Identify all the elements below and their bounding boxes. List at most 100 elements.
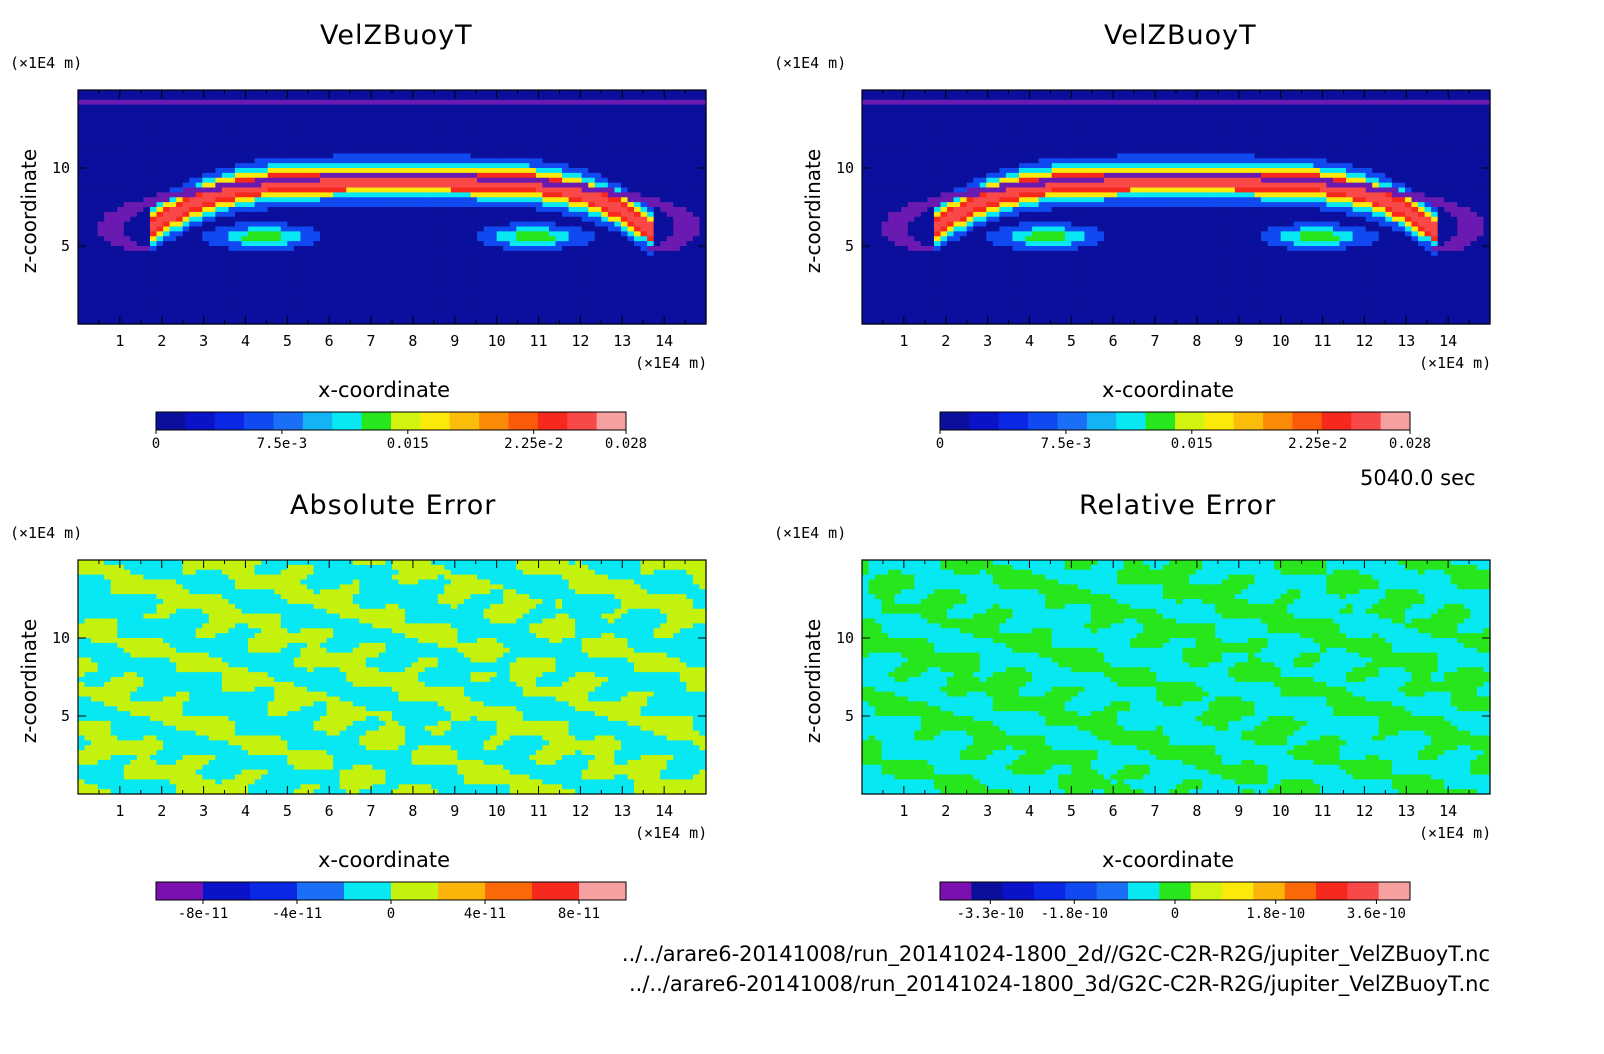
colorbar-tick-label: 0.015 xyxy=(1171,436,1213,452)
colorbar-swatch xyxy=(969,412,1000,430)
colorbar-frame xyxy=(939,411,1411,431)
x-tick-label: 7 xyxy=(367,332,376,350)
colorbar-tick-label: 0 xyxy=(1171,906,1179,922)
colorbar-swatch xyxy=(579,882,627,900)
colorbar-tick-label: 0 xyxy=(152,436,160,452)
x-tick-label: 5 xyxy=(1067,332,1076,350)
x-tick-label: 9 xyxy=(450,332,459,350)
x-tick-label: 1 xyxy=(899,802,908,820)
x-tick-label: 10 xyxy=(488,802,506,820)
colorbar-swatch xyxy=(537,412,568,430)
colorbar-swatch xyxy=(1233,412,1264,430)
chart-title: VelZBuoyT xyxy=(320,20,473,51)
colorbar-swatch xyxy=(273,412,304,430)
colorbar-swatch xyxy=(302,412,333,430)
colorbar-tick-label: -8e-11 xyxy=(178,906,229,922)
x-tick-label: 2 xyxy=(157,332,166,350)
colorbar-swatch xyxy=(508,412,539,430)
colorbar-tick-label: 1.8e-10 xyxy=(1246,906,1305,922)
time-label: 5040.0 sec xyxy=(1360,466,1476,490)
x-tick-label: 6 xyxy=(1109,802,1118,820)
x-tick-label: 6 xyxy=(325,802,334,820)
colorbar-swatch xyxy=(449,412,480,430)
colorbar-swatch xyxy=(1347,882,1380,900)
x-tick-label: 1 xyxy=(115,332,124,350)
x-tick-label: 6 xyxy=(325,332,334,350)
colorbar-swatch xyxy=(214,412,245,430)
colorbar-swatch xyxy=(596,412,627,430)
chart-title: Relative Error xyxy=(1079,490,1277,521)
y-unit-label: (×1E4 m) xyxy=(10,524,83,542)
colorbar-swatch xyxy=(940,882,972,900)
x-tick-label: 3 xyxy=(983,332,992,350)
chart-title: Absolute Error xyxy=(290,490,497,521)
x-tick-label: 10 xyxy=(1272,802,1290,820)
x-tick-label: 14 xyxy=(1439,802,1457,820)
x-tick-label: 4 xyxy=(1025,332,1034,350)
colorbar-tick-label: 2.25e-2 xyxy=(504,436,563,452)
colorbar-swatch xyxy=(250,882,298,900)
colorbar-swatch xyxy=(1057,412,1088,430)
colorbar-swatch xyxy=(1034,882,1066,900)
colorbar-swatch xyxy=(1096,882,1129,900)
x-tick-label: 14 xyxy=(655,332,673,350)
colorbar: -8e-11 -4e-11 0 4e-11 8e-11 xyxy=(155,881,627,922)
colorbar-swatch xyxy=(1145,412,1176,430)
x-tick-label: 2 xyxy=(941,802,950,820)
colorbar-frame xyxy=(155,411,627,431)
colorbar-tick-label: 4e-11 xyxy=(464,906,506,922)
colorbar-swatch xyxy=(998,412,1029,430)
colorbar-swatch xyxy=(1116,412,1147,430)
y-tick-label: 10 xyxy=(52,159,70,177)
colorbar-swatch xyxy=(1028,412,1058,430)
y-tick-label: 10 xyxy=(836,629,854,647)
colorbar-tick-label: -3.3e-10 xyxy=(957,906,1024,922)
x-tick-label: 6 xyxy=(1109,332,1118,350)
colorbar-swatch xyxy=(479,412,509,430)
x-tick-label: 2 xyxy=(941,332,950,350)
colorbar: -3.3e-10 -1.8e-10 0 1.8e-10 3.6e-10 xyxy=(939,881,1411,922)
y-unit-label: (×1E4 m) xyxy=(10,54,83,72)
x-axis-label: x-coordinate xyxy=(1102,848,1235,872)
colorbar-swatch xyxy=(344,882,392,900)
colorbar-swatch xyxy=(391,882,439,900)
colorbar-tick-label: 0.015 xyxy=(387,436,429,452)
x-axis-label: x-coordinate xyxy=(318,378,451,402)
colorbar-swatch xyxy=(332,412,363,430)
colorbar-tick-label: 0.028 xyxy=(605,436,647,452)
x-tick-label: 8 xyxy=(408,802,417,820)
colorbar-swatch xyxy=(1378,882,1411,900)
x-unit-label: (×1E4 m) xyxy=(1419,824,1492,842)
x-tick-label: 13 xyxy=(613,802,631,820)
x-tick-label: 13 xyxy=(1397,332,1415,350)
x-tick-label: 12 xyxy=(571,802,589,820)
x-unit-label: (×1E4 m) xyxy=(635,354,708,372)
colorbar-tick-label: 0 xyxy=(387,906,395,922)
y-axis-label: z-coordinate xyxy=(17,619,41,743)
x-tick-label: 9 xyxy=(1234,802,1243,820)
x-unit-label: (×1E4 m) xyxy=(1419,354,1492,372)
x-unit-label: (×1E4 m) xyxy=(635,824,708,842)
y-axis-label: z-coordinate xyxy=(17,149,41,273)
x-tick-label: 11 xyxy=(530,332,548,350)
x-tick-label: 13 xyxy=(1397,802,1415,820)
colorbar-swatch xyxy=(940,412,970,430)
x-tick-label: 1 xyxy=(115,802,124,820)
colorbar-swatch xyxy=(420,412,451,430)
colorbar-swatch xyxy=(1380,412,1411,430)
x-tick-label: 8 xyxy=(1192,332,1201,350)
colorbar-swatch xyxy=(1292,412,1323,430)
y-tick-label: 5 xyxy=(61,237,70,255)
colorbar-tick-label: 0 xyxy=(936,436,944,452)
x-tick-label: 11 xyxy=(1314,332,1332,350)
colorbar-swatch xyxy=(1253,882,1286,900)
chart-title: VelZBuoyT xyxy=(1104,20,1257,51)
colorbar-tick-label: 7.5e-3 xyxy=(257,436,308,452)
x-axis-label: x-coordinate xyxy=(1102,378,1235,402)
x-tick-label: 8 xyxy=(1192,802,1201,820)
x-tick-label: 11 xyxy=(530,802,548,820)
colorbar-tick-label: 7.5e-3 xyxy=(1041,436,1092,452)
colorbar-swatch xyxy=(532,882,580,900)
x-tick-label: 5 xyxy=(283,802,292,820)
x-tick-label: 7 xyxy=(367,802,376,820)
